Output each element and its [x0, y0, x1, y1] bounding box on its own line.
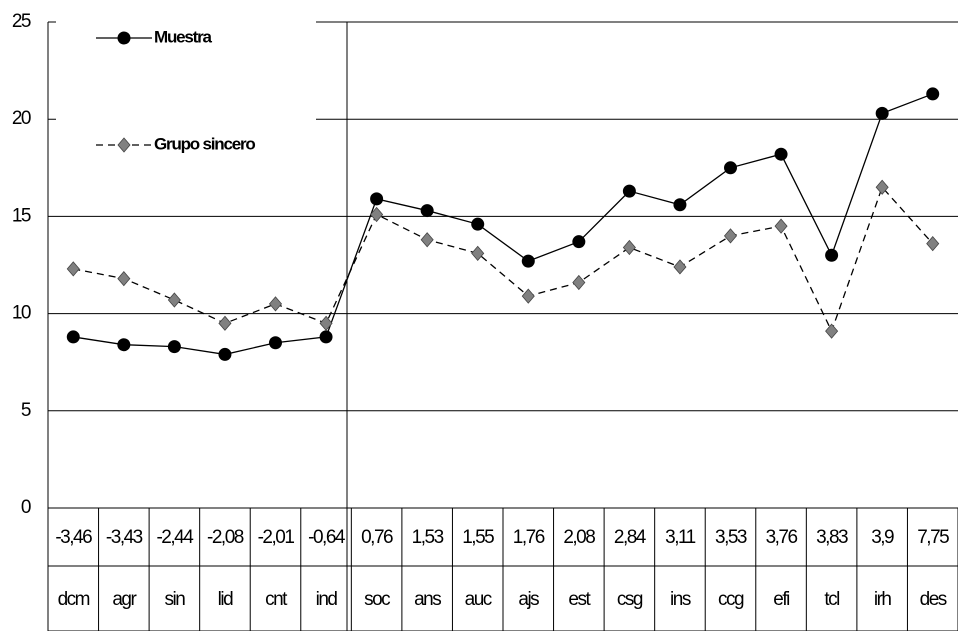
marker — [319, 330, 333, 344]
y-tick-label: 0 — [21, 497, 31, 518]
category-value: 1,53 — [412, 527, 444, 548]
x-tick-label: csg — [617, 589, 643, 610]
x-tick-label: lid — [218, 589, 233, 610]
marker — [926, 236, 940, 252]
marker — [724, 161, 737, 175]
marker — [370, 192, 384, 206]
category-value: 2,84 — [614, 527, 647, 548]
category-value: 7,75 — [917, 527, 949, 548]
marker — [319, 315, 333, 331]
x-tick-label: ajs — [518, 589, 539, 610]
category-value: 1,55 — [462, 527, 494, 548]
category-value: 3,83 — [816, 527, 848, 548]
category-value: 2,08 — [563, 527, 595, 548]
category-value: 3,53 — [715, 527, 747, 548]
marker — [420, 232, 434, 248]
marker — [471, 217, 485, 231]
legend-label: Muestra — [154, 27, 213, 46]
x-tick-label: ins — [670, 589, 691, 610]
marker — [572, 274, 586, 291]
x-tick-label: irh — [874, 589, 892, 610]
marker — [926, 87, 940, 101]
marker — [117, 338, 131, 352]
marker — [471, 245, 485, 261]
y-tick-label: 25 — [12, 11, 31, 32]
x-tick-label: auc — [465, 589, 492, 610]
category-value: 1,76 — [513, 527, 545, 548]
marker — [218, 347, 232, 361]
category-value: -0,64 — [308, 527, 346, 548]
legend-bg — [56, 14, 316, 164]
marker — [774, 147, 788, 161]
series-line — [73, 93, 933, 356]
category-value: 3,11 — [665, 527, 696, 548]
marker — [825, 323, 839, 339]
marker — [370, 206, 384, 223]
category-value: -3,43 — [106, 527, 143, 548]
y-tick-label: 15 — [12, 205, 31, 226]
x-tick-label: tcl — [824, 589, 839, 610]
marker — [269, 336, 282, 350]
marker — [673, 198, 687, 212]
marker — [622, 184, 636, 198]
marker — [117, 137, 131, 153]
marker — [521, 288, 535, 304]
x-tick-label: est — [568, 589, 591, 610]
x-tick-label: ans — [414, 589, 441, 610]
x-tick-label: ind — [316, 589, 338, 610]
legend-label: Grupo sincero — [154, 134, 255, 153]
category-value: -2,44 — [156, 527, 194, 548]
marker — [673, 259, 687, 275]
category-value: -2,08 — [207, 527, 244, 548]
marker — [117, 31, 131, 45]
marker — [66, 261, 80, 277]
marker — [875, 106, 889, 120]
marker — [66, 330, 80, 344]
category-value: 3,9 — [871, 527, 894, 548]
category-value: -3,46 — [55, 527, 92, 548]
x-tick-label: ccg — [718, 589, 744, 610]
x-tick-label: sin — [164, 589, 185, 610]
category-value: 3,76 — [766, 527, 798, 548]
marker — [875, 179, 889, 195]
x-tick-label: dcm — [58, 589, 90, 610]
marker — [825, 248, 839, 262]
marker — [268, 296, 283, 312]
x-tick-label: soc — [364, 589, 390, 610]
marker — [167, 340, 181, 354]
marker — [774, 218, 788, 234]
x-tick-label: des — [920, 589, 947, 610]
x-tick-label: cnt — [265, 589, 288, 610]
marker — [572, 235, 586, 249]
category-value: -2,01 — [258, 527, 295, 548]
y-tick-label: 5 — [21, 400, 31, 421]
marker — [622, 239, 636, 256]
marker — [167, 292, 181, 308]
category-value: 0,76 — [361, 527, 393, 548]
x-tick-label: agr — [112, 589, 137, 610]
marker — [117, 270, 131, 287]
x-tick-label: efi — [773, 589, 789, 610]
y-tick-label: 10 — [12, 303, 31, 324]
marker — [723, 228, 738, 244]
marker — [420, 204, 434, 218]
y-tick-label: 20 — [12, 108, 31, 129]
marker — [521, 254, 535, 268]
marker — [218, 315, 232, 331]
series-line — [73, 185, 934, 333]
